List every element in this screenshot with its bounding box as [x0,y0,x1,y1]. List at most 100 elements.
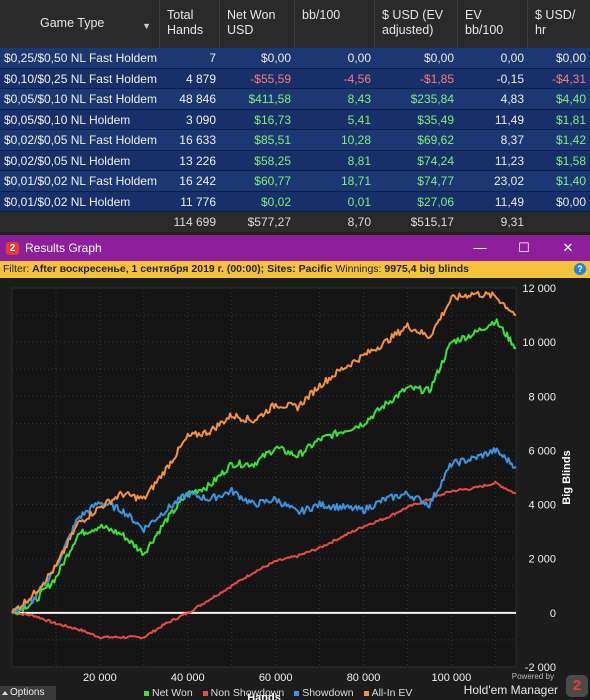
totals-hands: 114 699 [173,215,217,229]
cell-hands: 7 [209,51,216,65]
table-row[interactable]: $0,01/$0,02 NL Fast Holdem 16 242 $60,77 18… [0,171,590,192]
maximize-button[interactable]: ☐ [518,240,530,255]
cell-hands: 16 242 [179,174,216,188]
cell-usd-ev: $35,49 [417,112,454,127]
legend-item[interactable]: Non Showdown [202,686,284,700]
cell-net-won: $0,02 [260,194,291,209]
filter-bar: Filter: After воскресенье, 1 сентября 20… [0,261,590,278]
column-header-bb100[interactable]: bb/100 [295,0,375,48]
cell-net-won: $85,51 [254,133,291,147]
cell-hands: 11 776 [180,194,216,209]
cell-usd-hr: $1,40 [555,174,586,188]
cell-ev-bb100: 11,23 [494,153,524,168]
cell-net-won: -$55,59 [250,71,291,86]
totals-net: $577,27 [247,215,291,229]
column-header-usd-ev[interactable]: $ USD (EV adjusted) [375,0,458,48]
cell-usd-hr: $0,00 [555,194,586,209]
cell-game-type: $0,01/$0,02 NL Fast Holdem [4,174,157,188]
cell-hands: 3 090 [185,112,216,127]
results-chart: 20 000 40 000 60 000 80 000 100 000 -2 000 0 2 … [11,283,573,700]
chart-legend: Net Won Non Showdown Showdown All-In EV [144,686,412,700]
totals-usd-hr [528,212,590,232]
table-row[interactable]: $0,25/$0,50 NL Fast Holdem 7 $0,00 0,00 $0,0… [0,48,590,69]
column-header-label: Net Won [227,8,276,22]
options-button[interactable]: Options [0,686,56,700]
app-badge-icon: 2 [6,241,19,255]
cell-game-type: $0,25/$0,50 NL Fast Holdem [4,51,157,65]
legend-item[interactable]: Showdown [294,686,354,700]
column-header-label: EV [465,8,482,22]
cell-bb100: 5,41 [347,112,371,127]
column-header-label: bb/100 [302,8,341,22]
cell-ev-bb100: 4,83 [500,92,524,106]
cell-usd-hr: -$4,31 [551,71,586,86]
column-header-ev-bb100[interactable]: EV bb/100 [458,0,528,48]
results-graph: 20 000 40 000 60 000 80 000 100 000 -2 000 0 2 … [0,278,590,700]
winnings-value: 9975,4 big blinds [384,263,470,275]
legend-label: Net Won [152,687,193,699]
help-icon[interactable]: ? [574,263,586,275]
column-header-net-won[interactable]: Net Won USD [220,0,295,48]
table-row[interactable]: $0,01/$0,02 NL Holdem 11 776 $0,02 0,01 $27,… [0,191,590,212]
table-row[interactable]: $0,05/$0,10 NL Holdem 3 090 $16,73 5,41 $35,… [0,109,590,130]
legend-swatch [294,690,300,696]
column-header-total-hands[interactable]: Total Hands [160,0,220,48]
cell-game-type: $0,05/$0,10 NL Fast Holdem [4,92,157,106]
y-tick-label: 12 000 [522,283,556,295]
cell-hands: 4 879 [185,71,216,86]
y-tick-label: -2 000 [525,662,556,674]
brand-name: Hold'em Manager [463,683,558,697]
totals-usd-ev: $515,17 [410,215,454,229]
legend-item[interactable]: All-In EV [363,686,412,700]
cell-game-type: $0,05/$0,10 NL Holdem [4,112,131,127]
table-row[interactable]: $0,02/$0,05 NL Holdem 13 226 $58,25 8,81 $74… [0,150,590,171]
cell-usd-ev: -$1,85 [419,71,454,86]
sort-dropdown-icon[interactable]: ▼ [142,21,151,31]
column-header-label: bb/100 [465,23,504,37]
totals-ev-bb100: 9,31 [500,215,524,229]
y-tick-label: 8 000 [528,391,556,403]
cell-ev-bb100: 0,00 [500,51,524,65]
x-tick-label: 100 000 [432,672,472,684]
winnings-label: Winnings: [335,263,382,275]
x-tick-label: 40 000 [171,672,205,684]
column-header-label: Game Type [40,16,105,30]
cell-net-won: $0,00 [260,51,291,65]
legend-swatch [202,690,208,696]
cell-game-type: $0,01/$0,02 NL Holdem [4,194,131,209]
filter-label: Filter: [3,263,30,275]
window-titlebar[interactable]: 2 Results Graph — ☐ ✕ [0,235,590,261]
table-row[interactable]: $0,02/$0,05 NL Fast Holdem 16 633 $85,51 10… [0,130,590,151]
stats-table: Game Type ▼ Total Hands Net Won USD bb/100… [0,0,590,232]
cell-usd-hr: $1,42 [555,133,586,147]
legend-item[interactable]: Net Won [144,686,193,700]
window-controls: — ☐ ✕ [458,240,590,256]
column-header-usd-hr[interactable]: $ USD/hr [528,0,590,48]
table-row[interactable]: $0,05/$0,10 NL Fast Holdem 48 846 $411,58 8… [0,89,590,110]
y-axis-title: Big Blinds [561,450,573,504]
cell-net-won: $60,77 [254,174,291,188]
cell-ev-bb100: 23,02 [493,174,524,188]
cell-bb100: 0,00 [347,51,371,65]
x-tick-label: 60 000 [259,672,293,684]
y-tick-label: 6 000 [528,445,556,457]
column-header-label: hr [535,23,547,37]
close-button[interactable]: ✕ [562,240,574,255]
column-header-label: $ USD/ [535,8,576,22]
cell-hands: 48 846 [179,92,216,106]
minimize-button[interactable]: — [473,240,487,255]
table-body: $0,25/$0,50 NL Fast Holdem 7 $0,00 0,00 $0,0… [0,48,590,212]
legend-swatch [144,690,149,696]
cell-net-won: $58,25 [254,153,291,168]
cell-bb100: -4,56 [343,71,371,86]
cell-usd-hr: $0,00 [555,51,586,65]
cell-bb100: 8,43 [347,92,371,106]
x-axis-title: Hands [247,692,281,700]
table-row[interactable]: $0,10/$0,25 NL Fast Holdem 4 879 -$55,59 -4… [0,68,590,89]
column-header-game-type[interactable]: Game Type ▼ [0,0,160,48]
cell-bb100: 18,71 [340,174,371,188]
column-header-label: adjusted) [382,23,434,37]
bottom-bar: Options Net Won Non Showdown Showdown All-I… [0,672,590,700]
series-line-all-in-ev [11,290,517,614]
